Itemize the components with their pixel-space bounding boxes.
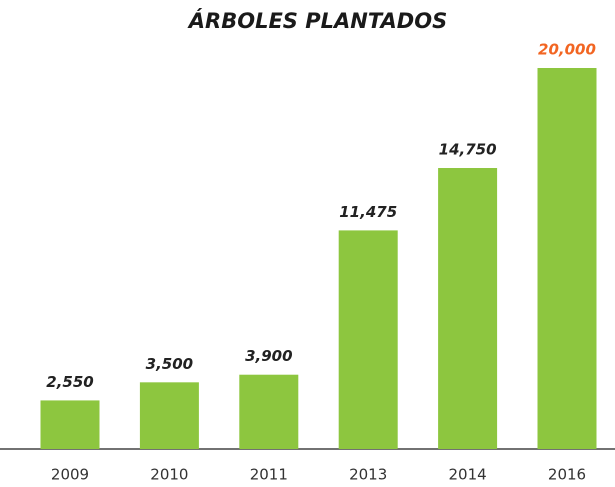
chart-title: ÁRBOLES PLANTADOS [187,8,447,33]
bar [40,400,100,449]
value-label: 20,000 [538,41,596,59]
value-label: 2,550 [46,373,93,391]
x-tick-label: 2010 [150,466,188,484]
value-label: 11,475 [339,203,397,221]
x-tick-label: 2014 [449,466,487,484]
bar [239,374,299,449]
bar [338,230,398,449]
bar [438,168,498,449]
x-tick-label: 2011 [250,466,288,484]
value-label: 3,900 [245,347,292,365]
bar [139,382,199,449]
value-label: 3,500 [146,355,193,373]
value-label: 14,750 [439,141,497,159]
x-tick-label: 2016 [548,466,586,484]
x-tick-label: 2009 [51,466,89,484]
x-tick-label: 2013 [349,466,387,484]
bar [537,68,597,449]
